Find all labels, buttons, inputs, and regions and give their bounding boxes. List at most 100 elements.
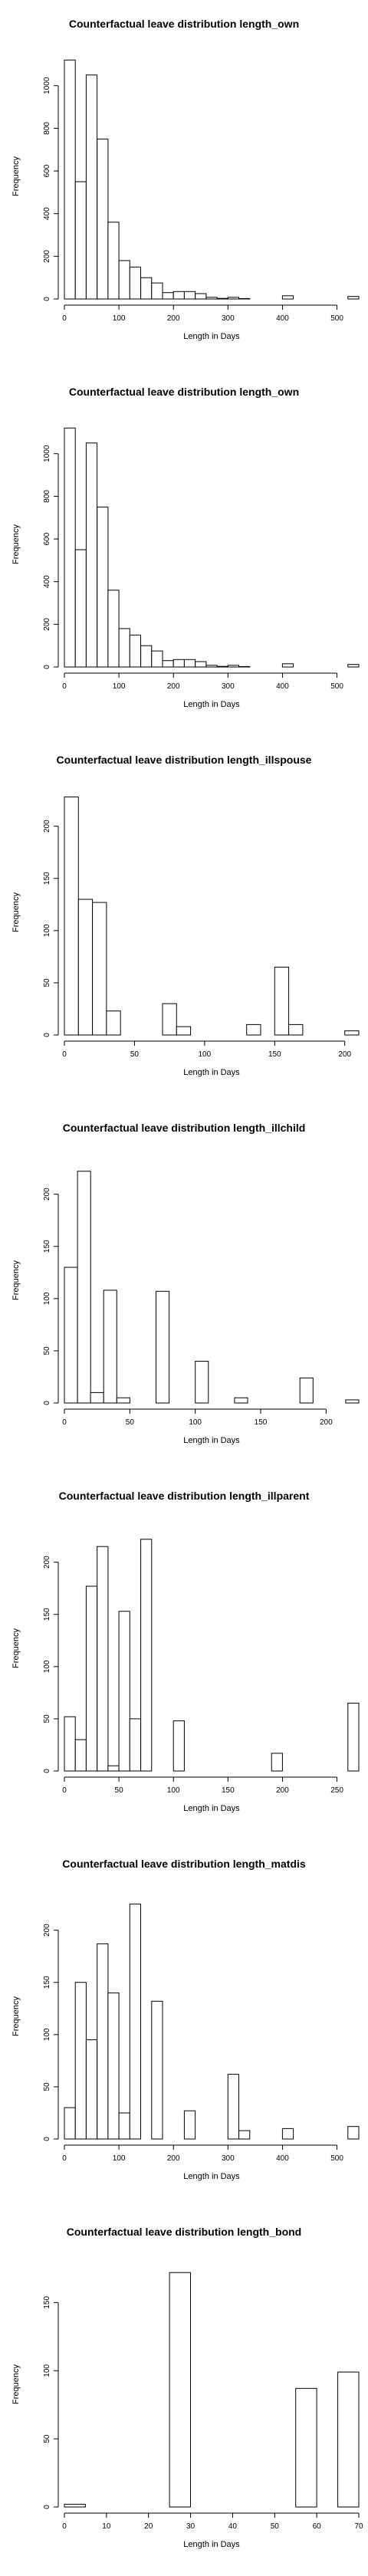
x-tick-label: 60 (313, 2522, 322, 2531)
histogram-bar (163, 1004, 176, 1035)
y-tick-label: 150 (43, 2296, 51, 2309)
histogram-bar (300, 1378, 313, 1403)
x-tick-label: 0 (62, 1786, 67, 1795)
x-tick-label: 0 (62, 2154, 67, 2163)
histogram-bar (117, 1398, 130, 1403)
y-tick-label: 1000 (43, 445, 51, 462)
x-tick-label: 0 (62, 682, 67, 691)
x-tick-label: 400 (276, 682, 289, 691)
y-tick-label: 200 (43, 618, 51, 631)
histogram-bar (108, 1766, 119, 1771)
histogram-bar (107, 1011, 120, 1035)
histogram-bar (196, 1362, 209, 1404)
x-tick-label: 400 (276, 314, 289, 323)
x-axis-label: Length in Days (183, 1436, 240, 1445)
x-axis-label: Length in Days (183, 2172, 240, 2181)
y-tick-label: 600 (43, 164, 51, 177)
chart-title: Counterfactual leave distribution length… (69, 386, 299, 398)
x-tick-label: 300 (222, 314, 235, 323)
histogram-bar (345, 1031, 359, 1035)
histogram-bar (163, 661, 173, 667)
x-tick-label: 300 (222, 2154, 235, 2163)
histogram-bar (176, 1027, 190, 1035)
y-tick-label: 400 (43, 575, 51, 588)
histogram-bar (93, 902, 107, 1035)
chart-title: Counterfactual leave distribution length… (67, 2226, 301, 2238)
y-axis-label: Frequency (12, 1260, 21, 1300)
y-tick-label: 150 (43, 1976, 51, 1989)
y-tick-label: 0 (43, 1401, 51, 1405)
histogram-bar (184, 291, 195, 299)
histogram-bar (119, 261, 130, 299)
histogram-bar (173, 291, 184, 299)
y-tick-label: 0 (43, 297, 51, 301)
histogram-bar (108, 590, 119, 667)
x-tick-label: 70 (354, 2522, 363, 2531)
x-tick-label: 200 (167, 314, 180, 323)
histogram-bar (64, 2108, 75, 2139)
x-tick-label: 50 (271, 2522, 280, 2531)
histogram-bar (108, 1993, 119, 2139)
histogram-bar (119, 2113, 130, 2139)
y-tick-label: 200 (43, 1188, 51, 1201)
y-tick-label: 150 (43, 872, 51, 885)
histogram-bar (130, 267, 140, 299)
y-tick-label: 150 (43, 1240, 51, 1253)
y-tick-label: 0 (43, 2505, 51, 2509)
y-tick-label: 200 (43, 820, 51, 833)
histogram-chart: Counterfactual leave distribution length… (0, 736, 368, 1104)
x-tick-label: 100 (113, 314, 126, 323)
x-tick-label: 30 (186, 2522, 196, 2531)
y-tick-label: 150 (43, 1608, 51, 1621)
x-tick-label: 150 (255, 1418, 268, 1427)
y-tick-label: 800 (43, 122, 51, 135)
histogram-bar (64, 797, 78, 1036)
chart-title: Counterfactual leave distribution length… (57, 754, 312, 766)
histogram-chart: Counterfactual leave distribution length… (0, 2208, 368, 2576)
histogram-bar (348, 1704, 359, 1772)
x-axis-label: Length in Days (183, 1804, 240, 1813)
y-tick-label: 400 (43, 207, 51, 220)
x-tick-label: 300 (222, 682, 235, 691)
y-axis-label: Frequency (12, 2364, 21, 2404)
x-axis-label: Length in Days (183, 700, 240, 709)
histogram-bar (90, 1392, 104, 1403)
y-tick-label: 200 (43, 1556, 51, 1569)
histogram-bar (196, 662, 206, 667)
x-tick-label: 200 (276, 1786, 289, 1795)
y-tick-label: 0 (43, 2137, 51, 2141)
y-tick-label: 800 (43, 490, 51, 503)
histogram-bar (206, 297, 217, 299)
histogram-bar (282, 296, 293, 299)
x-tick-label: 200 (338, 1050, 351, 1059)
x-tick-label: 500 (330, 682, 343, 691)
histogram-bar (141, 278, 152, 299)
histogram-bar (97, 139, 108, 299)
y-tick-label: 100 (43, 1292, 51, 1305)
histogram-chart: Counterfactual leave distribution length… (0, 1472, 368, 1840)
histogram-bar (64, 2504, 85, 2507)
histogram-bar (247, 1024, 261, 1035)
histogram-bar (338, 2372, 359, 2507)
x-tick-label: 150 (222, 1786, 235, 1795)
x-tick-label: 150 (268, 1050, 281, 1059)
histogram-bar (271, 1753, 282, 1771)
x-tick-label: 50 (130, 1050, 140, 1059)
x-tick-label: 200 (167, 682, 180, 691)
histogram-bar (86, 75, 97, 299)
histogram-bar (108, 222, 119, 299)
histogram-bar (86, 443, 97, 667)
histogram-bar (152, 651, 163, 667)
histogram-bar (173, 1721, 184, 1771)
histogram-bar (282, 664, 293, 667)
chart-title: Counterfactual leave distribution length… (59, 1490, 310, 1502)
x-tick-label: 500 (330, 2154, 343, 2163)
chart-title: Counterfactual leave distribution length… (69, 18, 299, 30)
histogram-bar (86, 2040, 97, 2139)
x-tick-label: 0 (62, 1418, 67, 1427)
y-tick-label: 50 (43, 978, 51, 987)
histogram-bar (239, 2131, 250, 2139)
histogram-bar (77, 1171, 90, 1403)
x-axis-label: Length in Days (183, 332, 240, 341)
histogram-bar (64, 1717, 75, 1771)
